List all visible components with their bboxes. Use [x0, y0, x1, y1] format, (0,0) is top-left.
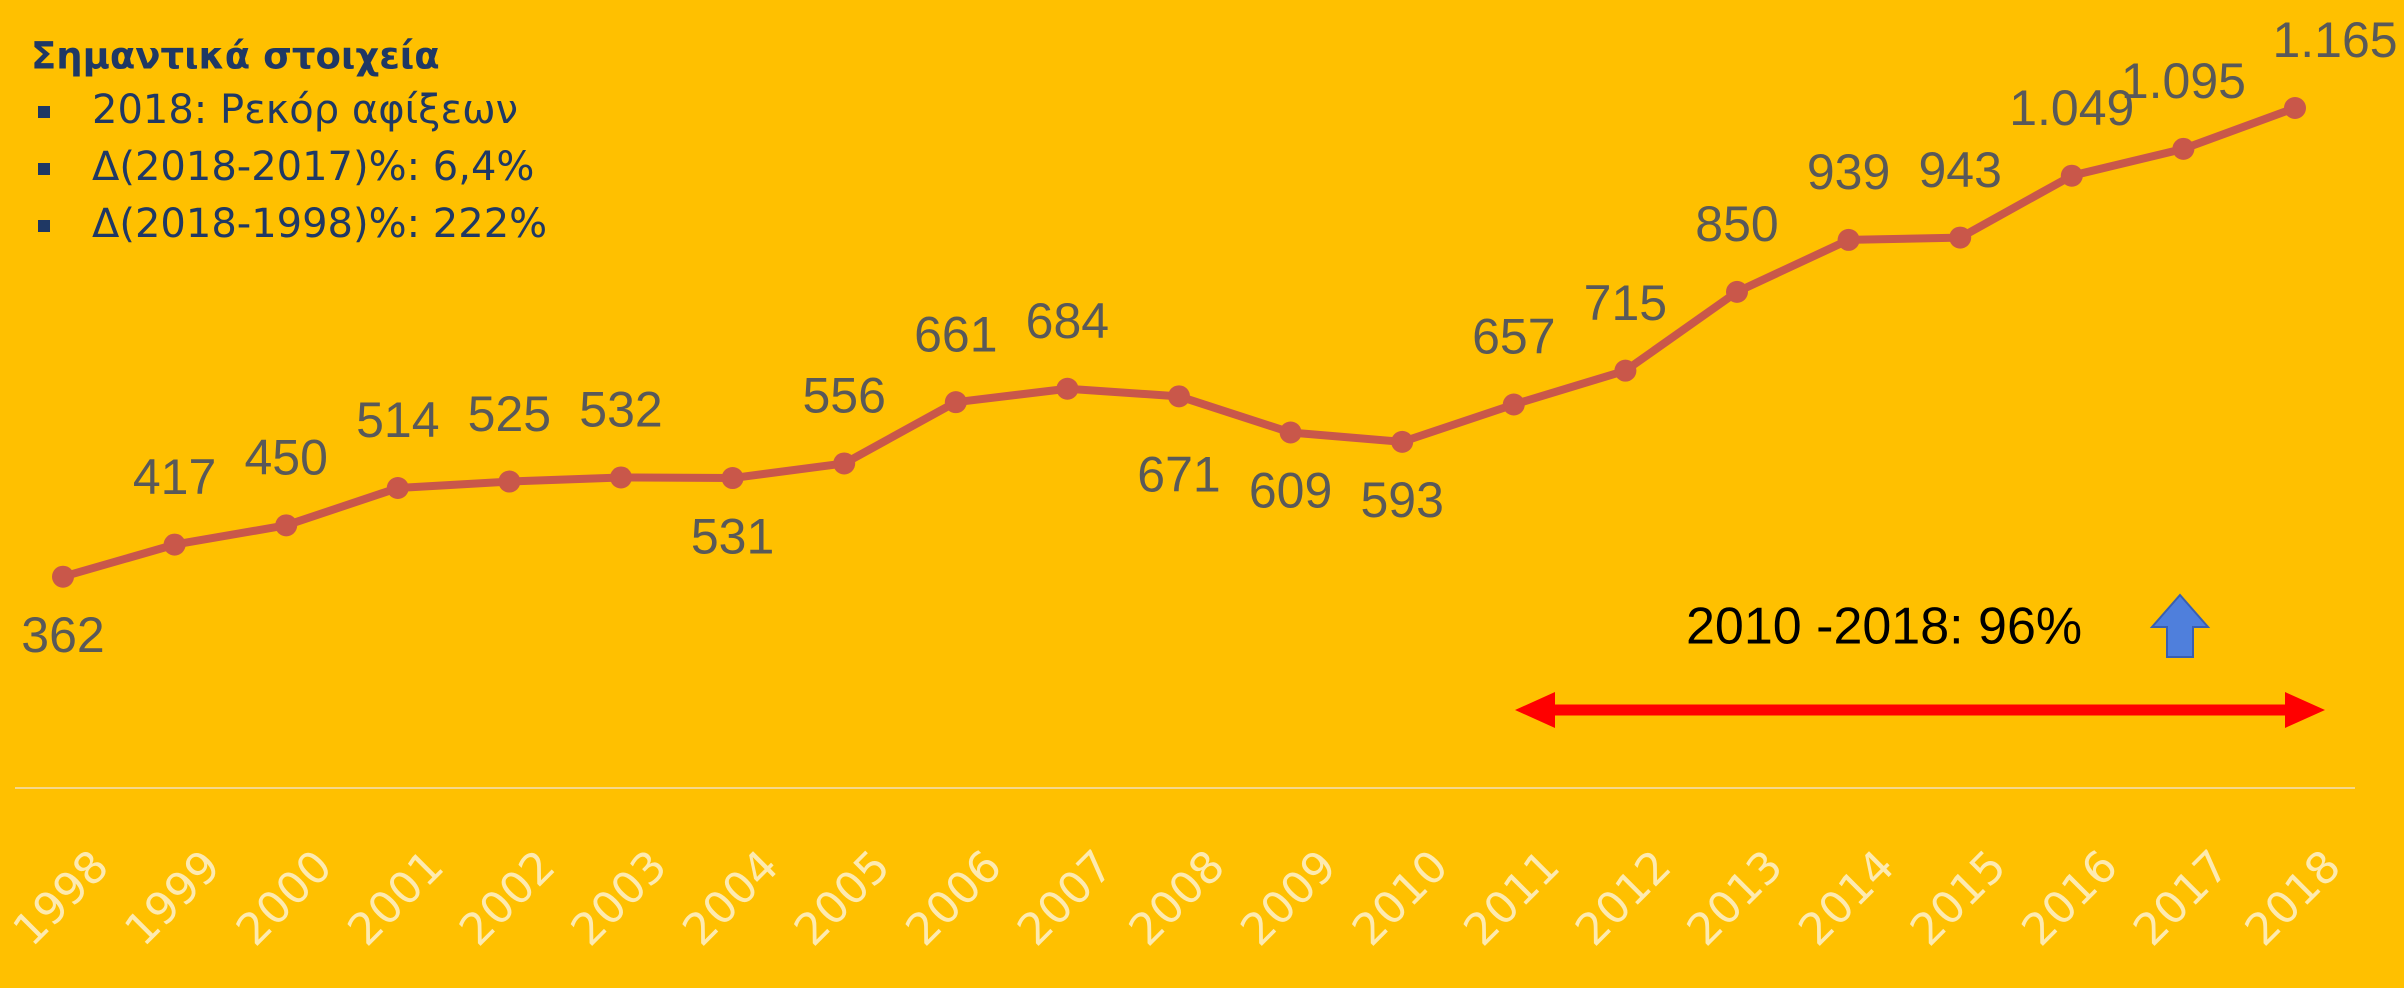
point	[1056, 377, 1079, 400]
value-label: 556	[802, 368, 885, 424]
value-label: 609	[1249, 463, 1332, 519]
value-label: 715	[1584, 275, 1667, 331]
value-label: 850	[1695, 196, 1778, 252]
value-label: 362	[21, 607, 104, 663]
notes-title: Σημαντικά στοιχεία	[31, 35, 440, 78]
value-label: 525	[468, 386, 551, 442]
note-item: 2018: Ρεκόρ αφίξεων	[92, 87, 518, 133]
note-item: Δ(2018-2017)%: 6,4%	[92, 144, 534, 190]
value-label: 514	[356, 392, 439, 448]
point	[1949, 226, 1972, 249]
annotation: 2010 -2018: 96%	[1686, 598, 2082, 656]
point	[1726, 280, 1748, 303]
point	[610, 466, 632, 489]
point	[1279, 421, 1302, 444]
point	[1837, 228, 1860, 251]
point	[2172, 137, 2195, 160]
point	[498, 470, 521, 493]
value-label: 671	[1137, 447, 1220, 503]
point	[721, 467, 744, 490]
bullet	[38, 163, 50, 175]
value-label: 657	[1472, 309, 1555, 365]
bullet	[38, 106, 50, 118]
value-label: 417	[133, 449, 216, 505]
point	[833, 452, 856, 475]
point	[163, 533, 186, 556]
point	[2284, 96, 2306, 119]
value-label: 939	[1807, 144, 1890, 200]
value-label: 943	[1918, 142, 2001, 198]
value-label: 661	[914, 306, 997, 362]
value-label: 593	[1360, 472, 1443, 528]
value-label: 531	[691, 508, 774, 564]
value-label: 1.049	[2009, 80, 2134, 136]
point	[1391, 430, 1414, 453]
note-item: Δ(2018-1998)%: 222%	[92, 201, 547, 247]
point	[386, 476, 409, 499]
point	[944, 391, 967, 414]
value-label: 450	[244, 430, 327, 486]
point	[1502, 393, 1525, 416]
point	[275, 514, 298, 537]
range-arrow-head	[1515, 692, 1555, 728]
range-arrow-head	[2285, 692, 2325, 728]
point	[52, 565, 74, 588]
value-label: 684	[1026, 293, 1109, 349]
up-arrow	[2149, 593, 2211, 658]
value-label: 532	[579, 382, 662, 438]
bullet	[38, 220, 50, 232]
point	[1168, 385, 1190, 408]
value-label: 1.095	[2121, 53, 2246, 109]
value-label: 1.165	[2272, 12, 2397, 68]
point	[2060, 164, 2083, 187]
point	[1614, 359, 1637, 382]
